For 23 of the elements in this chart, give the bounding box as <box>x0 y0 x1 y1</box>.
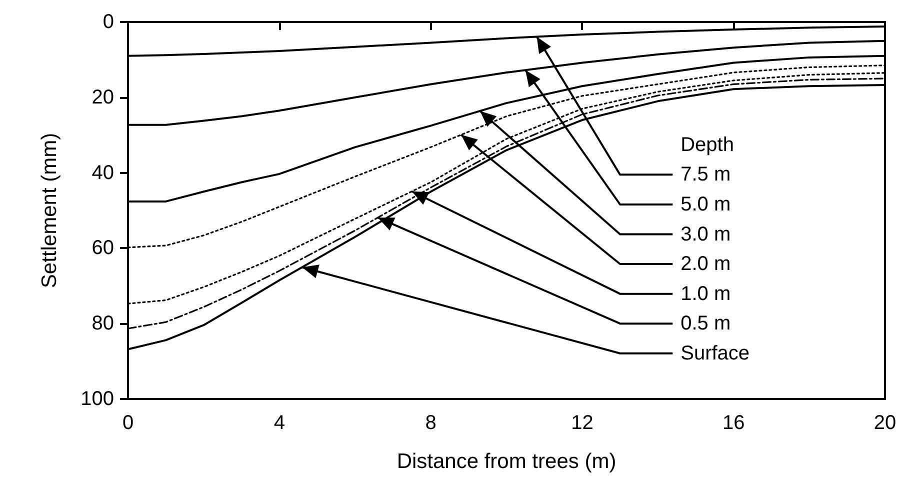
text: 2.0 m <box>680 253 731 276</box>
text: 1.0 m <box>680 282 731 305</box>
text: 3.0 m <box>680 223 731 246</box>
text: 7.5 m <box>680 164 731 186</box>
x-tick-label: 16 <box>722 412 745 434</box>
x-tick-label: 0 <box>122 412 134 434</box>
text: 5.0 m <box>680 193 731 216</box>
text: Surface <box>680 342 750 364</box>
y-tick-label: 20 <box>92 86 114 108</box>
x-tick-label: 4 <box>274 412 285 434</box>
x-tick-label: 8 <box>425 412 436 434</box>
x-tick-label: 12 <box>571 412 594 434</box>
y-tick-label: 60 <box>92 237 114 260</box>
y-tick-label: 40 <box>92 162 114 184</box>
y-axis-title: Settlement (mm) <box>38 132 61 288</box>
legend-title: Depth <box>680 134 734 156</box>
y-tick-label: 0 <box>102 11 114 33</box>
y-tick-label: 100 <box>80 388 114 410</box>
y-tick-label: 80 <box>92 312 114 335</box>
line-series <box>127 26 886 57</box>
x-tick-label: 20 <box>874 412 896 434</box>
x-axis-title: Distance from trees (m) <box>396 450 616 473</box>
text: 0.5 m <box>680 312 731 335</box>
